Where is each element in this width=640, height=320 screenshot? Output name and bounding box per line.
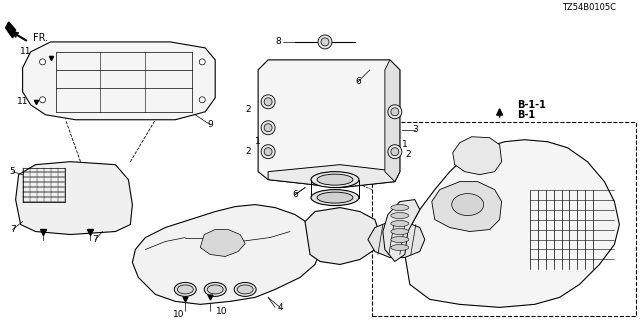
Ellipse shape (177, 285, 193, 294)
Circle shape (321, 38, 329, 46)
Circle shape (261, 145, 275, 159)
Text: 10: 10 (173, 310, 184, 319)
Circle shape (40, 59, 45, 65)
Ellipse shape (317, 174, 353, 185)
Text: 1: 1 (402, 140, 408, 149)
Ellipse shape (391, 220, 409, 227)
Polygon shape (405, 140, 620, 308)
Text: 3: 3 (412, 125, 418, 134)
Text: 7: 7 (10, 225, 15, 234)
Text: B-1-1: B-1-1 (518, 100, 547, 110)
Text: 11: 11 (17, 97, 28, 106)
Ellipse shape (237, 285, 253, 294)
Text: 4: 4 (277, 303, 283, 312)
Text: 2: 2 (245, 147, 251, 156)
Circle shape (261, 121, 275, 135)
Circle shape (318, 35, 332, 49)
Ellipse shape (174, 283, 196, 296)
Text: B-1: B-1 (518, 110, 536, 120)
Polygon shape (132, 204, 320, 304)
Bar (372, 122, 636, 316)
Polygon shape (6, 22, 15, 38)
Circle shape (199, 59, 205, 65)
Ellipse shape (317, 192, 353, 203)
Ellipse shape (391, 212, 409, 219)
Text: 8: 8 (275, 37, 281, 46)
Text: 9: 9 (207, 120, 213, 129)
Polygon shape (432, 182, 502, 232)
Polygon shape (383, 200, 420, 261)
Polygon shape (305, 208, 380, 264)
Circle shape (261, 95, 275, 109)
Ellipse shape (391, 228, 409, 235)
Polygon shape (15, 162, 132, 235)
Text: FR.: FR. (33, 33, 48, 43)
Circle shape (388, 105, 402, 119)
Text: 10: 10 (216, 307, 228, 316)
Text: 6: 6 (292, 190, 298, 199)
Circle shape (264, 148, 272, 156)
Text: TZ54B0105C: TZ54B0105C (563, 4, 616, 12)
Circle shape (199, 97, 205, 103)
Circle shape (391, 108, 399, 116)
Ellipse shape (391, 244, 409, 251)
Text: 2: 2 (405, 150, 411, 159)
Polygon shape (258, 60, 400, 188)
Circle shape (264, 98, 272, 106)
Polygon shape (268, 165, 400, 188)
Text: 2: 2 (245, 105, 251, 114)
Text: 6: 6 (355, 77, 361, 86)
Polygon shape (452, 137, 502, 175)
Polygon shape (200, 229, 245, 256)
Ellipse shape (234, 283, 256, 296)
Ellipse shape (311, 190, 359, 205)
Text: 11: 11 (20, 47, 31, 56)
Polygon shape (368, 221, 425, 258)
Circle shape (40, 97, 45, 103)
Text: 1: 1 (255, 137, 261, 146)
Text: 5: 5 (10, 167, 15, 176)
Ellipse shape (391, 204, 409, 211)
Circle shape (264, 124, 272, 132)
Ellipse shape (207, 285, 223, 294)
Circle shape (388, 145, 402, 159)
Ellipse shape (204, 283, 226, 296)
Text: 7: 7 (93, 235, 99, 244)
Polygon shape (385, 60, 400, 182)
Polygon shape (22, 42, 215, 120)
Ellipse shape (452, 194, 484, 216)
Ellipse shape (391, 236, 409, 243)
Ellipse shape (311, 172, 359, 188)
Circle shape (391, 148, 399, 156)
